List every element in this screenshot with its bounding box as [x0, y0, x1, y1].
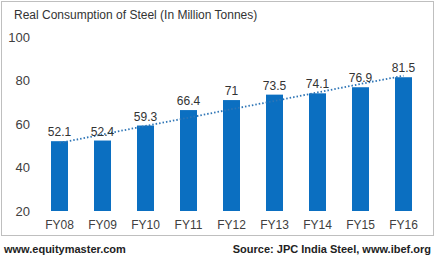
data-label: 52.1	[48, 125, 72, 139]
data-label: 59.3	[134, 110, 158, 124]
y-tick-label: 80	[16, 73, 30, 88]
x-tick-label: FY09	[88, 218, 117, 232]
bar	[309, 93, 326, 211]
data-label: 66.4	[177, 94, 201, 108]
bar	[180, 110, 197, 211]
tick-mark	[35, 211, 38, 212]
x-tick-label: FY16	[389, 218, 418, 232]
bar	[51, 141, 68, 211]
data-label: 74.1	[306, 77, 330, 91]
bar	[223, 100, 240, 211]
bar	[94, 141, 111, 211]
data-label: 71	[225, 84, 239, 98]
trend-line	[60, 76, 404, 143]
y-tick-label: 40	[16, 160, 30, 175]
x-tick-label: FY11	[175, 218, 203, 232]
data-label: 76.9	[349, 71, 373, 85]
x-tick-label: FY14	[303, 218, 332, 232]
data-label: 81.5	[392, 61, 416, 75]
x-tick-label: FY08	[45, 218, 74, 232]
x-tick-label: FY12	[217, 218, 246, 232]
bar	[266, 95, 283, 211]
tick-mark	[35, 80, 38, 81]
y-tick-label: 100	[8, 30, 30, 45]
bar	[137, 126, 154, 211]
tick-mark	[35, 124, 38, 125]
bar	[395, 77, 412, 211]
plot-marks	[51, 76, 412, 211]
x-tick-label: FY10	[131, 218, 160, 232]
data-label: 52.4	[91, 125, 115, 139]
frame	[2, 2, 434, 236]
bar	[352, 87, 369, 211]
x-tick-label: FY13	[260, 218, 289, 232]
data-label: 73.5	[263, 79, 287, 93]
tick-mark	[35, 167, 38, 168]
credit: www.equitymaster.com	[3, 243, 126, 255]
chart: Real Consumption of Steel (In Million To…	[0, 0, 435, 260]
title: Real Consumption of Steel (In Million To…	[14, 8, 257, 22]
x-tick-label: FY15	[346, 218, 375, 232]
y-tick-label: 20	[16, 204, 30, 219]
tick-mark	[35, 37, 38, 38]
y-tick-label: 60	[16, 117, 30, 132]
source: Source: JPC India Steel, www.ibef.org	[233, 243, 431, 255]
